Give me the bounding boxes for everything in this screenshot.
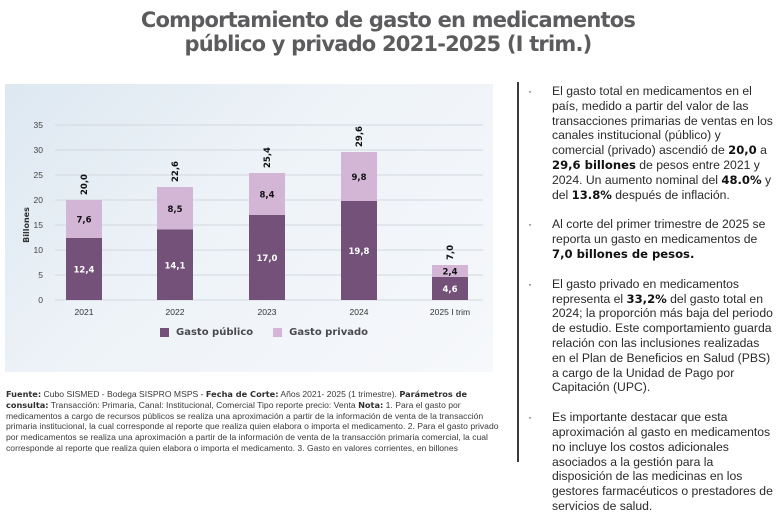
data-label-publico: 12,4 — [74, 266, 95, 276]
finding-highlight: 33,2% — [626, 291, 667, 306]
bar-privado — [341, 152, 377, 201]
bar-publico — [432, 277, 468, 300]
finding-text: El gasto privado en medicamentos represe… — [552, 276, 739, 306]
y-tick-label: 30 — [34, 145, 44, 155]
finding-text: a — [756, 143, 767, 158]
y-tick-label: 20 — [34, 195, 44, 205]
finding-highlight: 20,0 — [728, 143, 757, 158]
data-label-privado: 9,8 — [351, 173, 366, 183]
finding-2: · Al corte del primer trimestre de 2025 … — [528, 217, 773, 261]
bar-privado — [66, 200, 102, 238]
legend-swatch-privado — [273, 328, 283, 337]
data-label-privado: 8,4 — [259, 191, 274, 201]
finding-text: Es importante destacar que esta aproxima… — [552, 410, 773, 513]
bullet-marker: · — [528, 410, 532, 425]
bar-publico — [249, 215, 285, 300]
param-text: Transacción: Primaria, Canal: Institucio… — [48, 399, 359, 410]
finding-highlight: 13.8% — [571, 187, 612, 202]
finding-3: · El gasto privado en medicamentos repre… — [528, 277, 773, 395]
data-label-total: 20,0 — [80, 174, 90, 195]
param-label: Parámetros de consulta: — [6, 389, 468, 410]
bullet-marker: · — [528, 84, 532, 98]
chart-legend: Gasto público Gasto privado — [160, 327, 388, 338]
legend-item-publico: Gasto público — [160, 327, 253, 338]
x-tick-label: 2025 I trim — [430, 307, 470, 317]
y-tick-label: 5 — [38, 270, 43, 280]
fecha-label: Fecha de Corte: — [205, 389, 279, 399]
x-tick-label: 2022 — [166, 307, 185, 317]
y-tick-label: 35 — [34, 120, 44, 130]
legend-label-privado: Gasto privado — [289, 327, 368, 338]
y-tick-label: 10 — [34, 245, 44, 255]
fuente-text: Cubo SISMED - Bodega SISPRO MSPS - — [41, 389, 206, 399]
data-label-publico: 17,0 — [257, 254, 278, 264]
data-label-total: 29,6 — [355, 126, 365, 147]
fuente-label: Fuente: — [6, 389, 42, 399]
finding-4: · Es importante destacar que esta aproxi… — [528, 410, 773, 514]
data-label-total: 7,0 — [446, 245, 456, 260]
y-tick-label: 15 — [34, 220, 44, 230]
legend-item-privado: Gasto privado — [273, 327, 368, 338]
data-label-total: 22,6 — [171, 161, 181, 182]
finding-text: después de inflación. — [611, 187, 730, 202]
data-label-publico: 14,1 — [165, 261, 186, 271]
legend-swatch-publico — [160, 328, 169, 337]
bar-publico — [66, 238, 102, 300]
bar-privado — [432, 265, 468, 277]
data-label-total: 25,4 — [263, 147, 273, 168]
finding-text: del gasto total en 2024; la proporción m… — [552, 291, 773, 395]
finding-highlight: 7,0 billones de pesos. — [552, 246, 695, 261]
title-line-2: público y privado 2021-2025 (I trim.) — [184, 32, 593, 56]
finding-text: de pesos entre 2021 y 2024. Un aumento n… — [552, 157, 760, 187]
title-line-1: Comportamiento de gasto en medicamentos — [140, 8, 636, 32]
finding-text: y del — [552, 172, 772, 202]
y-tick-label: 0 — [38, 295, 43, 305]
y-axis-label: Billones — [22, 207, 31, 243]
vertical-divider — [517, 82, 519, 462]
nota-text: 1. Para el gasto por medicamentos a carg… — [6, 399, 499, 453]
bar-publico — [157, 229, 193, 300]
data-label-privado: 7,6 — [76, 216, 91, 226]
bar-privado — [249, 173, 285, 215]
stacked-bar-chart: 0 5 10 15 20 25 30 35 Billones 12,4 7,6 20,0 2021 14,… — [22, 120, 483, 317]
finding-text: El gasto total en medicamentos en el paí… — [552, 84, 773, 158]
source-notes: Fuente: Cubo SISMED - Bodega SISPRO MSPS… — [6, 389, 504, 454]
legend-label-publico: Gasto público — [176, 327, 254, 338]
finding-1: · El gasto total en medicamentos en el p… — [528, 84, 773, 202]
y-tick-label: 25 — [34, 170, 44, 180]
bar-publico — [341, 201, 377, 300]
fecha-text: Años 2021- 2025 (1 trimestre). — [278, 389, 400, 399]
data-label-publico: 19,8 — [349, 247, 370, 257]
x-tick-label: 2023 — [258, 307, 277, 317]
bar-privado — [157, 187, 193, 230]
finding-highlight: 48.0% — [721, 172, 762, 187]
bullet-marker: · — [528, 276, 532, 291]
page-title: Comportamiento de gasto en medicamentos … — [0, 8, 776, 56]
chart-panel: 0 5 10 15 20 25 30 35 Billones 12,4 7,6 20,0 2021 14,… — [5, 84, 493, 372]
finding-text: Al corte del primer trimestre de 2025 se… — [552, 217, 766, 247]
data-label-privado: 2,4 — [442, 268, 457, 278]
data-label-publico: 4,6 — [442, 285, 457, 295]
data-label-privado: 8,5 — [167, 205, 182, 215]
bullet-marker: · — [528, 217, 532, 232]
finding-highlight: 29,6 billones — [552, 157, 636, 172]
x-tick-label: 2024 — [350, 307, 369, 317]
nota-label: Nota: — [358, 399, 384, 410]
x-tick-label: 2021 — [75, 307, 94, 317]
key-findings: · El gasto total en medicamentos en el p… — [528, 84, 773, 529]
